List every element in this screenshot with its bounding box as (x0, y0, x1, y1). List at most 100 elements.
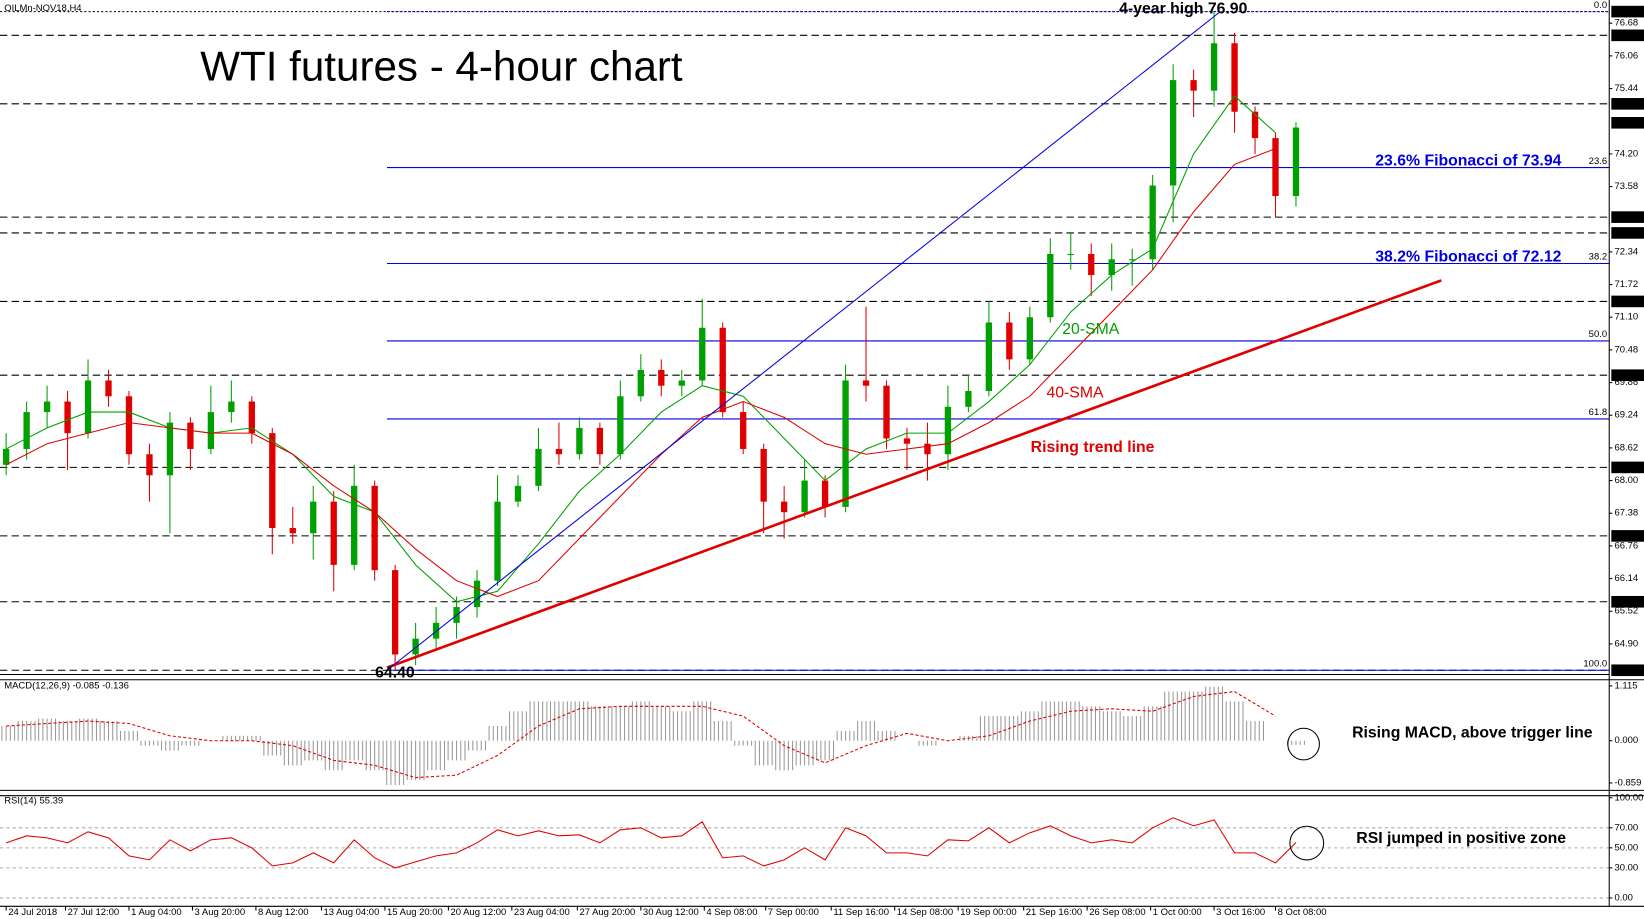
trend-line (386, 279, 1442, 669)
x-tick-label: 3 Aug 20:00 (195, 907, 246, 918)
candle-body (1108, 259, 1115, 276)
x-tick-label: 8 Oct 08:00 (1278, 907, 1327, 918)
candle-body (473, 580, 481, 608)
annotation: 23.6% Fibonacci of 73.94 (1375, 152, 1561, 169)
level-label-bg (1611, 5, 1644, 18)
trend-label: Rising trend line (1031, 439, 1155, 456)
x-tick-label: 7 Sep 00:00 (768, 907, 819, 918)
level-label-bg (1611, 227, 1644, 239)
annotation: Rising MACD, above trigger line (1352, 725, 1593, 742)
candle-body (146, 454, 153, 476)
y-tick-label: 68.00 (1614, 475, 1638, 486)
x-tick-label: 3 Oct 16:00 (1216, 907, 1265, 918)
x-tick-label: 15 Aug 20:00 (387, 907, 443, 918)
x-tick-label: 30 Aug 12:00 (643, 907, 699, 918)
x-tick-label: 20 Aug 12:00 (450, 907, 506, 918)
y-tick-label: 68.62 (1614, 442, 1638, 453)
candle-body (64, 401, 71, 434)
y-tick-label: 69.24 (1614, 410, 1638, 421)
y-tick-label: 0.000 (1614, 735, 1638, 746)
indicator-label: MACD(12,26,9) -0.085 -0.136 (4, 681, 129, 692)
last-price-bg (1611, 117, 1644, 129)
candle-body (658, 369, 665, 386)
level-label-bg (1611, 29, 1644, 42)
candle-body (1026, 317, 1033, 360)
level-label-bg (1611, 295, 1644, 308)
candle-body (23, 412, 30, 449)
candle-body (432, 622, 440, 639)
fib-level-label: 100.0 (1583, 658, 1607, 669)
level-label: 72.70 (1613, 227, 1637, 238)
x-tick-label: 24 Jul 2018 (8, 907, 57, 918)
level-label: 66.95 (1613, 530, 1637, 541)
level-label-bg (1611, 664, 1644, 677)
candle-body (125, 396, 133, 455)
x-tick-label: 11 Sep 16:00 (833, 907, 889, 918)
swing-line (386, 11, 1221, 671)
candle-body (576, 427, 583, 455)
y-tick-label: 30.00 (1614, 862, 1638, 873)
candle-body (351, 485, 358, 565)
candle-body (740, 412, 747, 449)
rsi-line (5, 817, 1297, 869)
chart-title: WTI futures - 4-hour chart (200, 43, 683, 90)
y-tick-label: 1.115 (1614, 680, 1637, 691)
x-tick-label: 1 Oct 00:00 (1153, 907, 1202, 918)
candle-body (842, 380, 849, 507)
candle-body (248, 401, 255, 434)
fib-level-label: 50.0 (1589, 329, 1607, 340)
candle-body (678, 380, 685, 386)
y-tick-label: 64.90 (1614, 638, 1638, 649)
candle-body (637, 369, 644, 397)
candle-body (719, 327, 726, 413)
y-tick-label: 72.34 (1614, 246, 1638, 257)
labels-layer: 76.68 76.06 75.44 74.20 73.58 72.34 71.72 71.10… (8, 0, 1644, 918)
candle-body (514, 485, 522, 502)
candle-body (1231, 43, 1238, 112)
candle-body (555, 448, 563, 455)
y-tick-label: 69.86 (1614, 377, 1638, 388)
level-label: 65.70 (1613, 596, 1637, 607)
candle-body (1149, 185, 1156, 260)
annotation: 38.2% Fibonacci of 72.12 (1375, 248, 1561, 265)
x-tick-label: 1 Aug 04:00 (131, 907, 182, 918)
candle-body (412, 638, 419, 655)
candle-body (924, 443, 931, 455)
candle-body (105, 380, 112, 397)
x-tick-label: 21 Sep 16:00 (1026, 907, 1082, 918)
candle-body (965, 391, 972, 407)
candle-body (821, 480, 829, 507)
indicator-label: RSI(14) 55.39 (4, 795, 63, 806)
x-tick-label: 13 Aug 04:00 (324, 907, 380, 918)
candle-body (166, 422, 174, 476)
candle-body (1251, 111, 1259, 139)
x-tick-label: 14 Sep 08:00 (897, 907, 953, 918)
level-label-bg (1611, 461, 1644, 474)
candle-body (985, 322, 993, 391)
candle-body (1067, 254, 1074, 256)
level-label-bg (1611, 98, 1644, 110)
y-tick-label: 0.00 (1614, 892, 1632, 903)
candle-body (371, 485, 378, 571)
x-tick-label: 27 Aug 20:00 (579, 907, 635, 918)
candle-body (780, 501, 788, 513)
y-tick-label: 66.76 (1614, 540, 1638, 551)
fib-level-label: 61.8 (1589, 407, 1607, 418)
y-tick-label: 73.58 (1614, 181, 1638, 192)
y-tick-label: 67.38 (1614, 508, 1638, 519)
candle-body (1292, 127, 1300, 197)
annotation: 64.40 (375, 665, 415, 682)
highlight-circle (1287, 727, 1320, 761)
candle-body (862, 380, 870, 386)
candle-body (1190, 80, 1197, 91)
y-tick-label: 70.48 (1614, 344, 1638, 355)
y-tick-label: 74.20 (1614, 148, 1638, 159)
candle-body (1272, 138, 1279, 197)
x-tick-label: 4 Sep 08:00 (706, 907, 757, 918)
level-label-bg (1611, 530, 1644, 542)
candle-body (1169, 80, 1177, 186)
macd-signal (6, 691, 1276, 779)
candle-body (1047, 254, 1054, 318)
candle-body (1210, 43, 1218, 91)
